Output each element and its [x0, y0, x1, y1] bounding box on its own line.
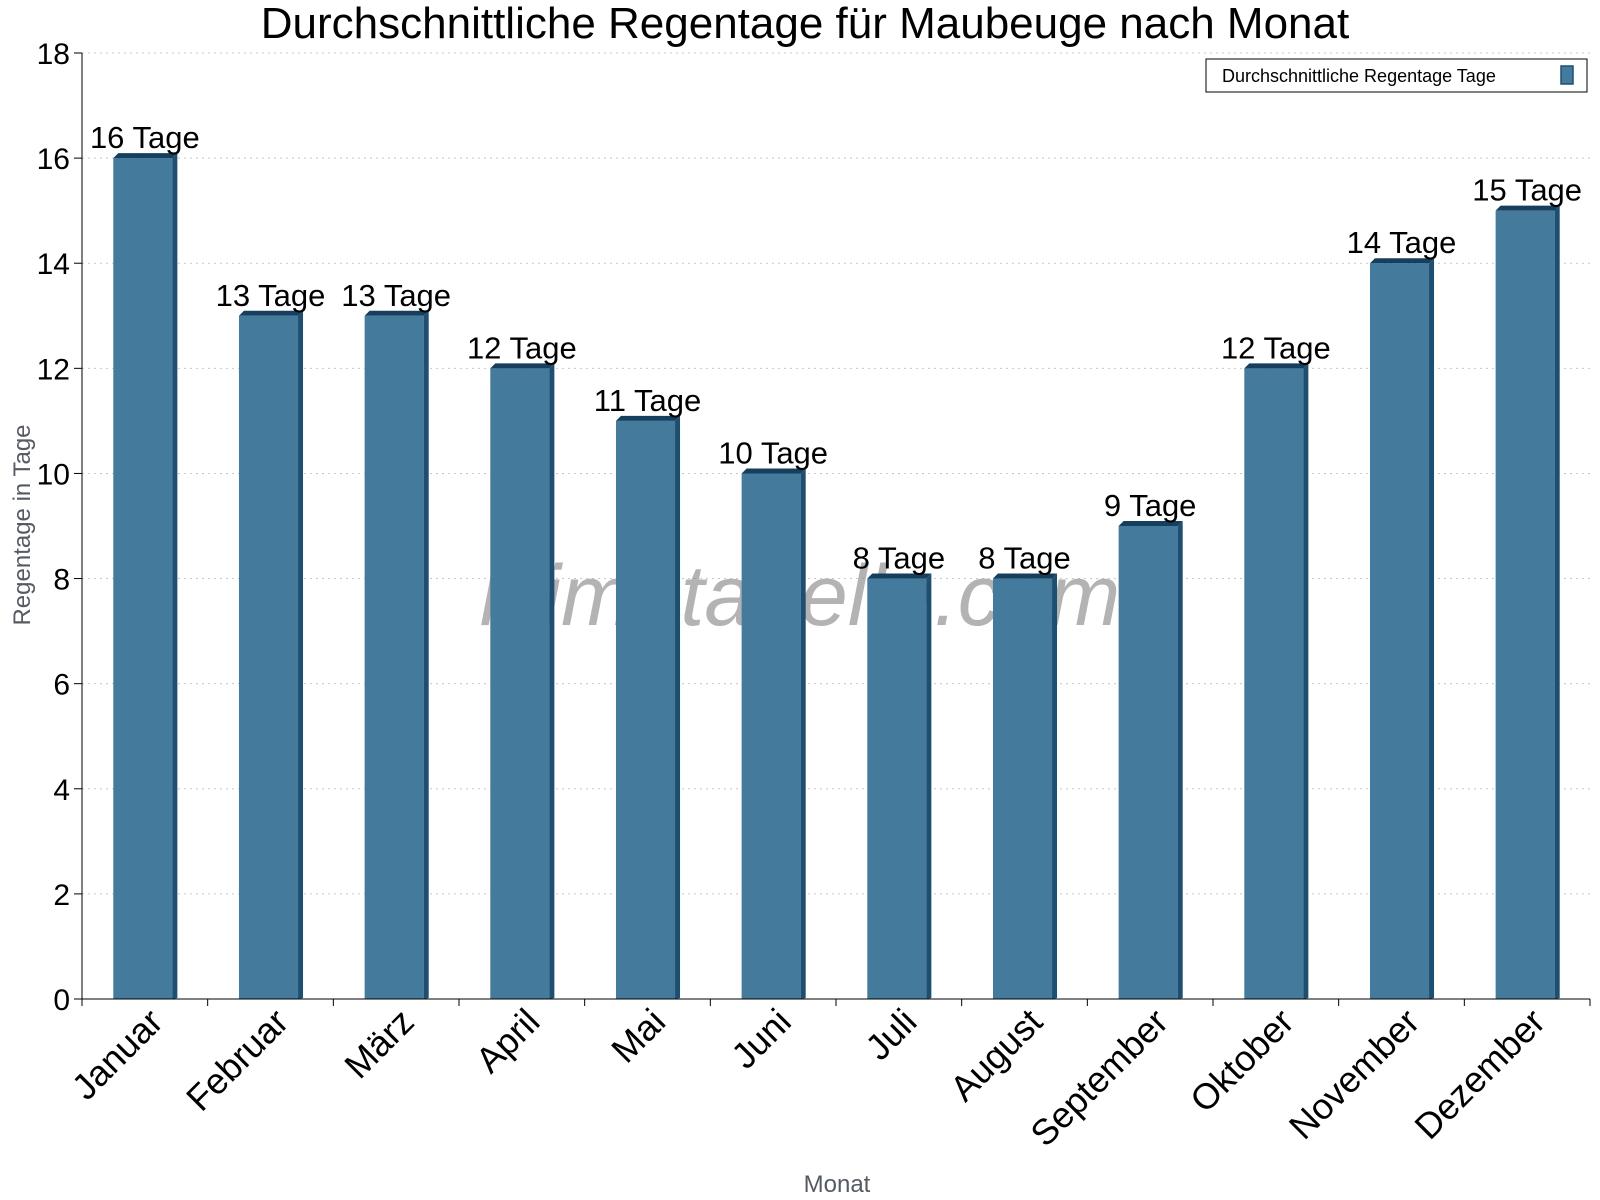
bar: [113, 158, 173, 1000]
y-tick-label: 2: [53, 879, 70, 912]
bar-side: [926, 573, 932, 999]
y-tick-label: 10: [37, 458, 70, 491]
bar-side: [1177, 521, 1183, 999]
legend-box: [1205, 58, 1588, 93]
bar-side: [549, 363, 555, 999]
bar: [615, 420, 676, 999]
x-tick-label: April: [468, 1001, 548, 1081]
x-tick-label: September: [1022, 1001, 1176, 1155]
data-label: 12 Tage: [1221, 330, 1331, 365]
bar-side: [172, 153, 178, 1000]
bar-side: [1554, 205, 1560, 999]
data-label: 11 Tage: [594, 383, 701, 418]
data-label: 9 Tage: [1104, 488, 1197, 523]
bar-top: [364, 310, 429, 316]
bars: [113, 153, 1560, 1000]
bar-top: [1118, 521, 1183, 526]
bar-top: [615, 415, 681, 421]
bar-top: [867, 573, 932, 579]
y-tick-label: 4: [53, 774, 70, 807]
data-label: 12 Tage: [467, 330, 577, 365]
bar-side: [1303, 363, 1309, 999]
data-label: 16 Tage: [90, 120, 200, 155]
bar: [992, 578, 1053, 999]
bar-side: [800, 468, 806, 999]
y-axis-title: Regentage in Tage: [9, 424, 36, 625]
x-tick-label: Januar: [64, 1001, 171, 1108]
bar-side: [423, 310, 429, 999]
x-tick-label: Oktober: [1182, 1001, 1302, 1121]
y-tick-label: 8: [53, 564, 70, 597]
bar-top: [1244, 363, 1309, 369]
y-tick-label: 16: [37, 143, 70, 176]
y-tick-label: 12: [37, 353, 70, 386]
data-label: 8 Tage: [853, 541, 946, 576]
data-label: 13 Tage: [216, 278, 326, 313]
x-tick-label: August: [942, 1001, 1050, 1109]
bar-top: [238, 310, 304, 316]
data-label: 15 Tage: [1472, 173, 1582, 208]
legend-label: Durchschnittliche Regentage Tage: [1222, 66, 1496, 86]
y-tick-label: 18: [37, 38, 70, 71]
bar-side: [675, 415, 681, 999]
x-tick-label: Dezember: [1406, 1001, 1552, 1147]
bar: [490, 368, 550, 999]
data-labels: 16 Tage 13 Tage 13 Tage 12 Tage 11 Tage 10 Ta…: [90, 120, 1582, 575]
x-tick-label: Februar: [178, 1001, 296, 1119]
bar-top: [1495, 205, 1560, 211]
y-tick-label: 6: [53, 669, 70, 702]
x-axis-title: Monat: [804, 1171, 871, 1198]
bar: [1495, 210, 1555, 999]
bar-top: [113, 153, 178, 159]
bar-top: [992, 573, 1058, 579]
grid-lines: [82, 52, 1590, 895]
x-tick-label: Juni: [723, 1001, 799, 1077]
bar-top: [1369, 258, 1435, 264]
bar: [741, 473, 801, 999]
legend: Durchschnittliche Regentage Tage: [1205, 58, 1588, 93]
x-tick-label: November: [1281, 1001, 1427, 1147]
bar-side: [1429, 258, 1435, 999]
bar-top: [741, 468, 806, 474]
x-tick-label: Mai: [603, 1001, 673, 1071]
bar: [1244, 368, 1304, 999]
bar: [1118, 526, 1178, 999]
data-label: 8 Tage: [978, 541, 1071, 576]
data-label: 10 Tage: [718, 435, 828, 470]
x-tick-label: März: [336, 1001, 422, 1087]
y-tick-label: 0: [53, 984, 70, 1017]
bar-side: [298, 310, 304, 999]
bar: [238, 315, 299, 999]
chart-title: Durchschnittliche Regentage für Maubeuge…: [261, 0, 1349, 48]
bar: [1369, 263, 1430, 999]
bar: [867, 578, 927, 999]
bar: [364, 315, 424, 999]
data-label: 14 Tage: [1347, 225, 1457, 260]
bar-top: [490, 363, 555, 369]
bar-side: [1052, 573, 1058, 999]
legend-swatch: [1560, 65, 1574, 85]
x-tick-label: Juli: [857, 1001, 924, 1068]
data-label: 13 Tage: [341, 278, 451, 313]
y-tick-label: 14: [37, 248, 70, 281]
